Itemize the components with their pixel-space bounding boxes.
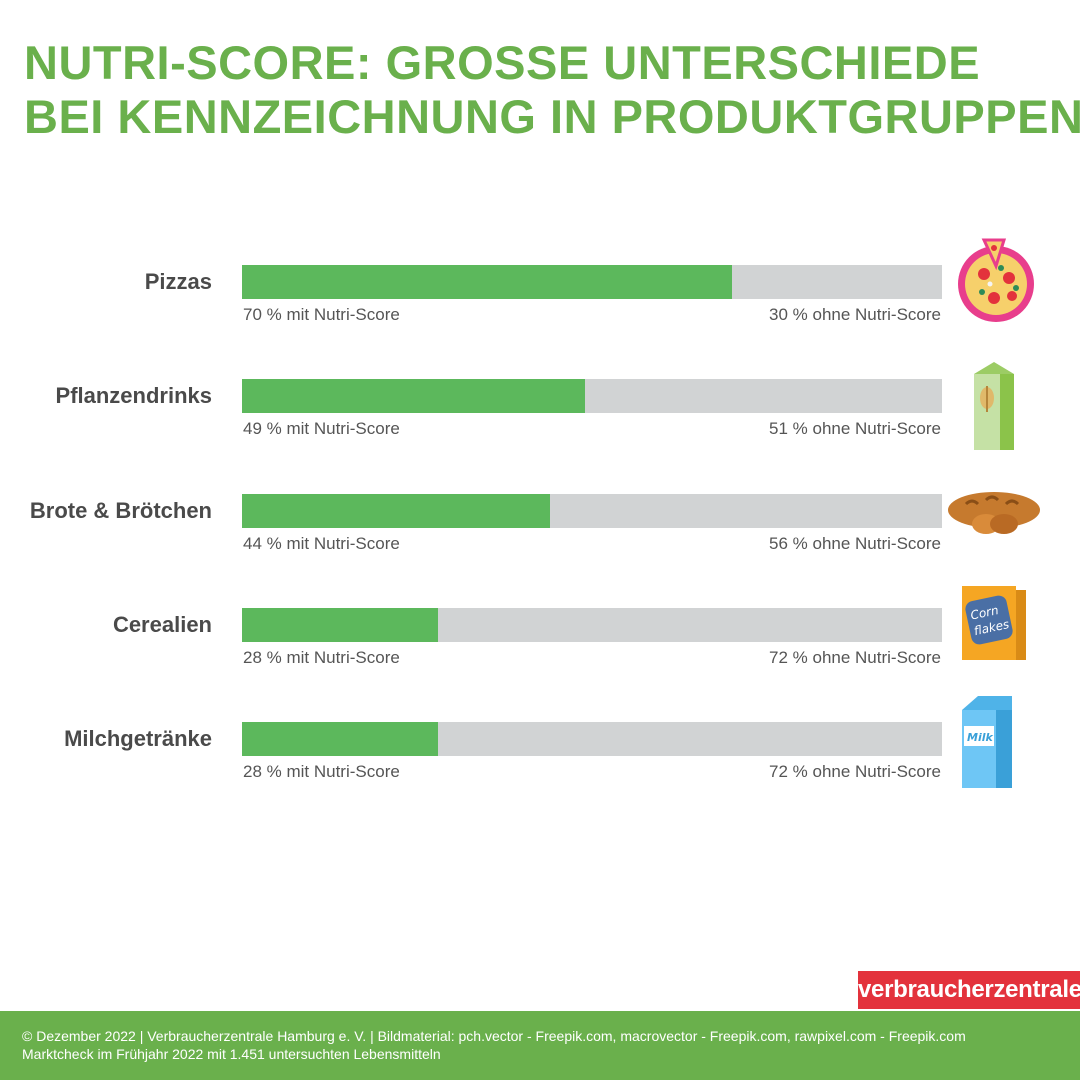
data-label-mit: 28 % mit Nutri-Score	[243, 762, 400, 781]
chart-row: Cerealien 28 % mit Nutri-Score 72 % ohne N…	[0, 608, 1080, 718]
chart-row: Brote & Brötchen 44 % mit Nutri-Score 56 %…	[0, 494, 1080, 604]
data-label-mit: 28 % mit Nutri-Score	[243, 648, 400, 667]
data-label-mit: 70 % mit Nutri-Score	[243, 305, 400, 324]
footer-source-note: Marktcheck im Frühjahr 2022 mit 1.451 un…	[22, 1046, 441, 1062]
chart-title: NUTRI-SCORE: GROSSE UNTERSCHIEDE BEI KEN…	[24, 36, 1080, 144]
chart-title-line-2: BEI KENNZEICHNUNG IN PRODUKTGRUPPEN	[24, 90, 1080, 143]
category-label: Cerealien	[112, 612, 212, 637]
svg-text:Corn: Corn	[969, 603, 1000, 623]
plant-drink-carton-icon	[970, 358, 1018, 459]
category-label: Milchgetränke	[64, 726, 212, 751]
data-label-ohne: 56 % ohne Nutri-Score	[769, 534, 941, 553]
pizza-icon	[954, 236, 1038, 331]
chart-row: Pflanzendrinks 49 % mit Nutri-Score 51 % o…	[0, 379, 1080, 489]
bar-segment-mit-nutri-score	[242, 608, 438, 642]
data-label-ohne: 72 % ohne Nutri-Score	[769, 648, 941, 667]
category-label: Brote & Brötchen	[29, 498, 212, 523]
bar-segment-mit-nutri-score	[242, 722, 438, 756]
data-label-mit: 49 % mit Nutri-Score	[243, 419, 400, 438]
bar-segment-ohne-nutri-score	[242, 265, 942, 299]
bar-segment-ohne-nutri-score	[242, 379, 942, 413]
category-label: Pizzas	[144, 269, 212, 294]
bar-segment-mit-nutri-score	[242, 379, 585, 413]
data-label-ohne: 72 % ohne Nutri-Score	[769, 762, 941, 781]
data-label-ohne: 51 % ohne Nutri-Score	[769, 419, 941, 438]
milk-carton-icon: Milk	[958, 692, 1016, 797]
svg-text:Milk: Milk	[967, 731, 993, 744]
bar-segment-ohne-nutri-score	[242, 722, 942, 756]
bread-icon	[946, 484, 1042, 545]
bar-segment-ohne-nutri-score	[242, 608, 942, 642]
data-label-ohne: 30 % ohne Nutri-Score	[769, 305, 941, 324]
data-label-mit: 44 % mit Nutri-Score	[243, 534, 400, 553]
chart-row: Milchgetränke 28 % mit Nutri-Score 72 % oh…	[0, 722, 1080, 832]
chart-row: Pizzas 70 % mit Nutri-Score 30 % ohne Nutr…	[0, 265, 1080, 375]
category-label: Pflanzendrinks	[55, 383, 212, 408]
bar-segment-mit-nutri-score	[242, 265, 732, 299]
cornflakes-box-icon: Corn flakes	[958, 582, 1028, 669]
bar-segment-mit-nutri-score	[242, 494, 550, 528]
verbraucherzentrale-logo: verbraucherzentrale	[858, 971, 1080, 1009]
footer: © Dezember 2022 | Verbraucherzentrale Ha…	[0, 1011, 1080, 1080]
chart-title-line-1: NUTRI-SCORE: GROSSE UNTERSCHIEDE	[24, 36, 981, 89]
bar-segment-ohne-nutri-score	[242, 494, 942, 528]
footer-credits: © Dezember 2022 | Verbraucherzentrale Ha…	[22, 1028, 966, 1044]
